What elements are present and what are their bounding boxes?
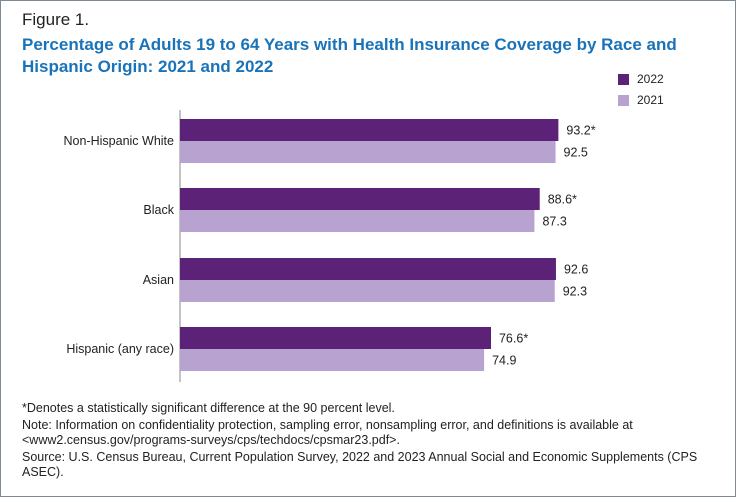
category-label-hispanic-any-race: Hispanic (any race) — [66, 342, 174, 356]
bar-2022-black — [180, 188, 540, 210]
bar-2022-hispanic-any-race — [180, 327, 491, 349]
bar-2021-black — [180, 210, 535, 232]
bar-2021-hispanic-any-race — [180, 349, 485, 371]
source-note: Source: U.S. Census Bureau, Current Popu… — [22, 449, 698, 480]
data-label-2021-hispanic-any-race: 74.9 — [492, 354, 516, 368]
bar-2021-non-hispanic-white — [180, 141, 556, 163]
chart-title: Percentage of Adults 19 to 64 Years with… — [22, 35, 677, 76]
legend-label-2022: 2022 — [637, 72, 664, 86]
data-label-2021-black: 87.3 — [542, 215, 566, 229]
notes: *Denotes a statistically significant dif… — [22, 401, 722, 482]
legend-item-2022: 2022 — [618, 70, 664, 88]
bar-2021-asian — [180, 280, 555, 302]
figure-label: Figure 1. — [22, 10, 90, 29]
significance-note: *Denotes a statistically significant dif… — [22, 401, 395, 415]
legend-label-2021: 2021 — [637, 93, 664, 107]
data-label-2022-black: 88.6* — [548, 193, 577, 207]
data-label-2022-non-hispanic-white: 93.2* — [566, 124, 595, 138]
legend-item-2021: 2021 — [618, 91, 664, 109]
legend: 2022 2021 — [618, 70, 664, 112]
data-label-2022-asian: 92.6 — [564, 263, 588, 277]
legend-swatch-2021 — [618, 94, 629, 106]
legend-swatch-2022 — [618, 73, 629, 85]
methodology-note: Note: Information on confidentiality pro… — [22, 417, 633, 448]
category-label-asian: Asian — [143, 273, 174, 287]
bar-2022-non-hispanic-white — [180, 119, 559, 141]
data-label-2022-hispanic-any-race: 76.6* — [499, 332, 528, 346]
data-label-2021-asian: 92.3 — [563, 285, 587, 299]
category-label-black: Black — [143, 203, 174, 217]
data-label-2021-non-hispanic-white: 92.5 — [564, 146, 588, 160]
bar-2022-asian — [180, 258, 556, 280]
bar-chart: Non-Hispanic White 93.2* 92.5 Black 88.6* 87.… — [64, 110, 596, 382]
category-label-non-hispanic-white: Non-Hispanic White — [64, 134, 175, 148]
